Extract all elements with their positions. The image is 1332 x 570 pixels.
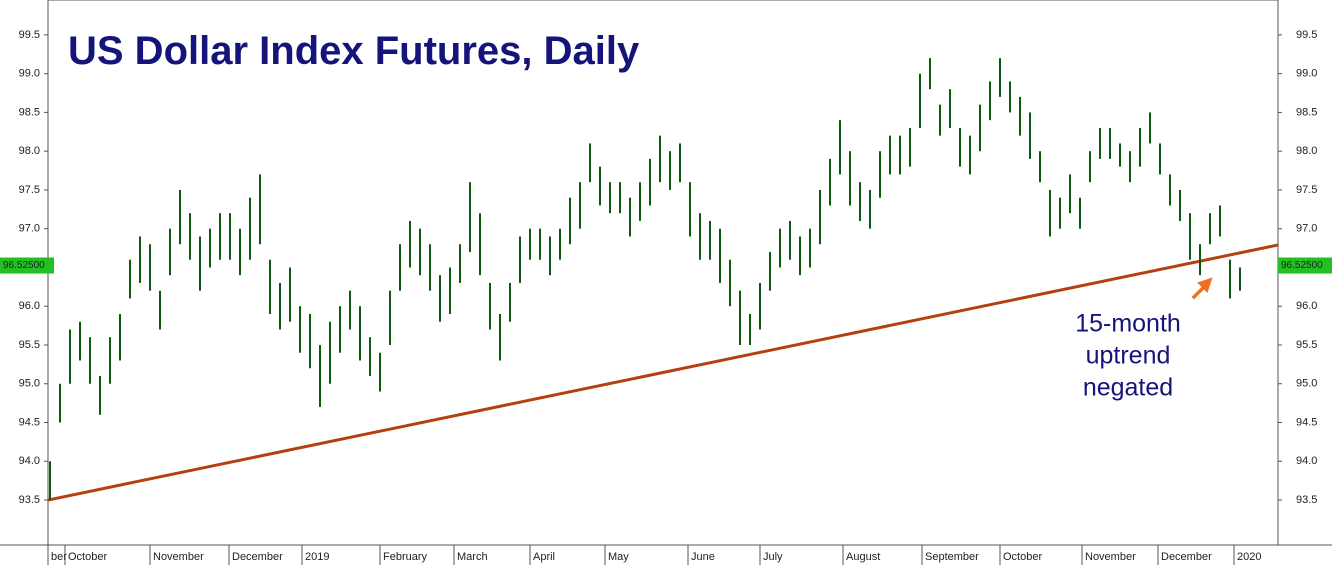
y-tick-label: 98.0: [19, 145, 40, 157]
x-tick-label: 2020: [1237, 551, 1261, 563]
y-tick-label: 94.5: [1296, 416, 1317, 428]
x-tick-label: February: [383, 551, 428, 563]
x-tick-label: May: [608, 551, 629, 563]
y-tick-label: 97.5: [19, 184, 40, 196]
x-tick-label: September: [925, 551, 979, 563]
x-tick-label: August: [846, 551, 880, 563]
last-price-label: 96.52500: [1281, 260, 1323, 271]
y-tick-label: 99.0: [19, 68, 40, 80]
y-tick-label: 95.5: [1296, 339, 1317, 351]
y-tick-label: 97.0: [19, 223, 40, 235]
arrow: [1191, 277, 1213, 300]
y-tick-label: 95.0: [19, 378, 40, 390]
x-tick-label: ber: [51, 551, 67, 563]
y-tick-label: 98.0: [1296, 145, 1317, 157]
last-price-box: [0, 257, 54, 274]
y-tick-label: 98.5: [1296, 106, 1317, 118]
x-tick-label: July: [763, 551, 783, 563]
annotation: negated: [1083, 374, 1173, 402]
y-tick-label: 99.5: [1296, 29, 1317, 41]
y-tick-label: 93.5: [1296, 494, 1317, 506]
y-tick-label: 94.0: [19, 455, 40, 467]
y-tick-label: 99.0: [1296, 68, 1317, 80]
last-price-box: [1278, 257, 1332, 274]
y-tick-label: 97.0: [1296, 223, 1317, 235]
x-tick-label: 2019: [305, 551, 329, 563]
x-tick-label: December: [232, 551, 283, 563]
last-price-label: 96.52500: [3, 260, 45, 271]
y-tick-label: 94.5: [19, 416, 40, 428]
x-tick-label: December: [1161, 551, 1212, 563]
trendline: [47, 243, 1279, 502]
x-tick-label: November: [1085, 551, 1136, 563]
plot-frame: [47, 0, 1279, 546]
y-tick-label: 95.0: [1296, 378, 1317, 390]
y-tick-label: 97.5: [1296, 184, 1317, 196]
x-tick-label: October: [68, 551, 107, 563]
x-tick-label: June: [691, 551, 715, 563]
annotation: uptrend: [1086, 342, 1171, 370]
y-tick-label: 95.5: [19, 339, 40, 351]
chart-title: US Dollar Index Futures, Daily: [68, 29, 640, 73]
y-tick-label: 96.0: [19, 300, 40, 312]
y-tick-label: 98.5: [19, 106, 40, 118]
annotation: 15-month: [1075, 310, 1181, 338]
y-tick-label: 99.5: [19, 29, 40, 41]
x-tick-label: April: [533, 551, 555, 563]
x-tick-label: March: [457, 551, 488, 563]
y-tick-label: 94.0: [1296, 455, 1317, 467]
y-tick-label: 93.5: [19, 494, 40, 506]
x-tick-label: October: [1003, 551, 1042, 563]
y-tick-label: 96.0: [1296, 300, 1317, 312]
x-tick-label: November: [153, 551, 204, 563]
